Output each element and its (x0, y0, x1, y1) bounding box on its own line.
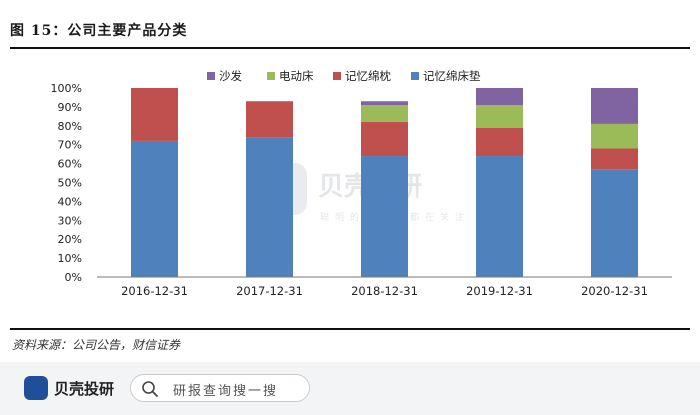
legend-swatch (267, 72, 275, 80)
y-tick-label: 50% (58, 177, 82, 190)
bar-segment (476, 127, 523, 157)
legend: 沙发 电动床 记忆绵枕 记忆绵床垫 (207, 69, 481, 83)
legend-label: 电动床 (279, 69, 314, 83)
y-tick-label: 80% (58, 120, 82, 133)
x-tick-label: 2016-12-31 (121, 284, 188, 298)
legend-label: 记忆绵枕 (345, 69, 391, 83)
bar-segment (591, 148, 638, 170)
y-tick-label: 90% (58, 101, 82, 114)
search-icon (142, 381, 158, 397)
legend-swatch (207, 72, 215, 80)
legend-swatch (411, 72, 419, 80)
bar-segment (591, 169, 638, 277)
y-tick-label: 40% (58, 195, 82, 208)
source-rule (10, 328, 690, 330)
y-tick-label: 0% (65, 271, 82, 284)
y-tick-label: 100% (51, 82, 82, 95)
x-tick-label: 2018-12-31 (351, 284, 418, 298)
bar-segment (476, 156, 523, 277)
y-tick-label: 70% (58, 139, 82, 152)
source-note: 资料来源：公司公告，财信证券 (12, 338, 181, 352)
bar-segment (476, 88, 523, 106)
x-tick-label: 2019-12-31 (466, 284, 533, 298)
search-box[interactable]: 研报查询搜一搜 (130, 374, 310, 402)
brand-name[interactable]: 贝壳投研 (54, 380, 115, 398)
bar-segment (246, 101, 293, 138)
x-axis: 2016-12-31 2017-12-31 2018-12-31 2019-12-31… (121, 284, 648, 298)
y-tick-label: 60% (58, 158, 82, 171)
bottom-bar: 贝壳投研 研报查询搜一搜 (0, 362, 700, 415)
legend-label: 沙发 (219, 69, 242, 83)
stacked-bar-chart: 贝壳投研 聪明的投资者都在关注 0%10%20%30%40%50%60%70%8… (51, 69, 672, 298)
bar-segment (361, 122, 408, 157)
y-axis: 0% 10% 20% 30% 40% 50% 60% 70% 80% 90% 100% (51, 82, 82, 284)
legend-label: 记忆绵床垫 (423, 69, 481, 83)
x-tick-label: 2017-12-31 (236, 284, 303, 298)
y-tick-label: 20% (58, 233, 82, 246)
bar-segment (476, 105, 523, 128)
search-placeholder: 研报查询搜一搜 (173, 384, 279, 399)
bar-segment (361, 105, 408, 123)
bar-segment (246, 137, 293, 277)
bar-segment (131, 88, 178, 141)
x-tick-label: 2020-12-31 (581, 284, 648, 298)
bars (131, 88, 638, 277)
y-tick-label: 30% (58, 214, 82, 227)
bar-segment (591, 88, 638, 124)
bar-segment (591, 123, 638, 149)
legend-swatch (333, 72, 341, 80)
y-tick-label: 10% (58, 252, 82, 265)
bar-segment (131, 140, 178, 277)
bar-segment (361, 156, 408, 277)
bar-segment (361, 101, 408, 106)
figure-title: 图 15：公司主要产品分类 (10, 23, 188, 39)
title-rule (10, 47, 690, 49)
brand-logo-icon[interactable] (24, 376, 48, 400)
